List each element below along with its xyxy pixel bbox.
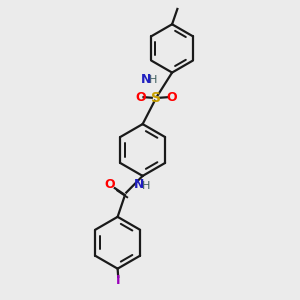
Text: O: O <box>135 91 146 103</box>
Text: S: S <box>151 91 161 105</box>
Text: O: O <box>104 178 115 191</box>
Text: H: H <box>142 181 150 191</box>
Text: N: N <box>134 178 144 191</box>
Text: N: N <box>141 73 152 86</box>
Text: I: I <box>116 274 121 287</box>
Text: O: O <box>166 91 176 103</box>
Text: H: H <box>148 75 157 85</box>
